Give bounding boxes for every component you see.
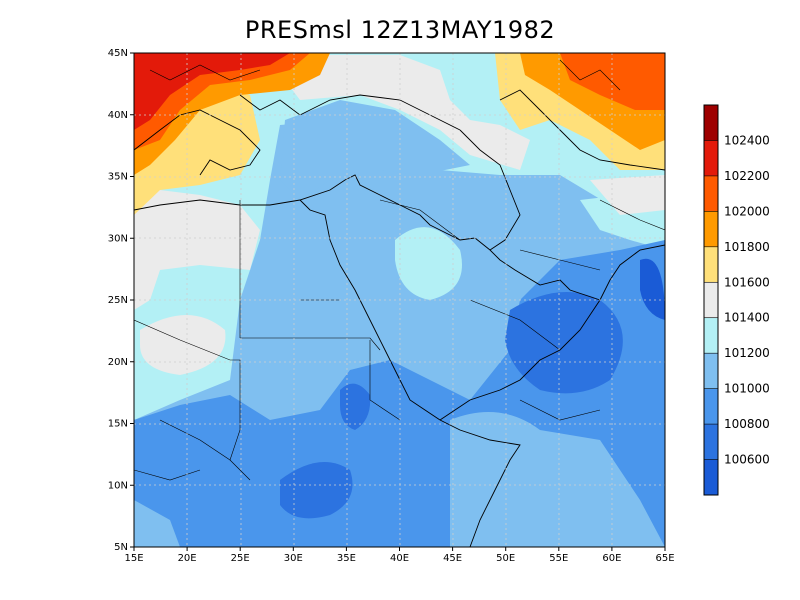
colorbar-swatch	[704, 459, 718, 495]
colorbar-swatch	[704, 353, 718, 389]
region-102000-east	[560, 53, 665, 110]
region-101400-ne	[590, 175, 665, 215]
x-tick-label: 40E	[390, 553, 409, 564]
y-tick-label: 35N	[108, 172, 128, 183]
region-101200-arabia	[395, 227, 462, 300]
x-tick-label: 65E	[655, 553, 674, 564]
x-tick-label: 20E	[178, 553, 197, 564]
region-101000-med	[280, 100, 470, 200]
colorbar-label: 101200	[724, 346, 770, 360]
x-tick-label: 60E	[602, 553, 621, 564]
colorbar-label: 101000	[724, 382, 770, 396]
x-tick-label: 45E	[443, 553, 462, 564]
region-100600-arabian-sea	[640, 258, 665, 320]
y-tick-label: 30N	[108, 233, 128, 244]
colorbar-label: 100800	[724, 417, 770, 431]
x-tick-label: 55E	[549, 553, 568, 564]
region-100600-sudan	[340, 383, 371, 430]
region-102200	[134, 53, 290, 130]
region-101000-tail	[134, 500, 180, 547]
coastlines	[134, 89, 665, 547]
x-tick-label: 15E	[124, 553, 143, 564]
colorbar-swatch	[704, 140, 718, 176]
region-100600-ethiopia	[280, 462, 353, 519]
x-tick-label: 35E	[337, 553, 356, 564]
region-101400-libya	[140, 315, 226, 375]
colorbar: 102400 102200 102000 101800 101600 101400 1012…	[703, 104, 770, 496]
y-tick-label: 25N	[108, 295, 128, 306]
y-tick-label: 5N	[114, 542, 128, 553]
region-101400-north	[270, 55, 530, 170]
y-tick-label: 20N	[108, 357, 128, 368]
y-axis-ticks: 5N 10N 15N 20N 25N 30N 35N 40N 45N	[108, 48, 134, 553]
colorbar-swatch	[704, 175, 718, 212]
colorbar-label: 101600	[724, 275, 770, 289]
colorbar-label: 101800	[724, 240, 770, 254]
y-tick-label: 45N	[108, 48, 128, 59]
colorbar-label: 100600	[724, 453, 770, 467]
colorbar-label: 101400	[724, 311, 770, 325]
colorbar-label: 102200	[724, 169, 770, 183]
x-tick-label: 30E	[284, 553, 303, 564]
region-101200-west	[134, 53, 665, 420]
colorbar-label: 102400	[724, 133, 770, 147]
x-axis-ticks: 15E 20E 25E 30E 35E 40E 45E 50E 55E 60E 65E	[124, 547, 675, 564]
y-tick-label: 10N	[108, 480, 128, 491]
y-tick-label: 40N	[108, 110, 128, 121]
political-borders	[134, 59, 665, 481]
colorbar-swatch	[704, 424, 718, 460]
colorbar-swatch	[704, 105, 718, 141]
region-101400	[134, 175, 260, 310]
y-tick-label: 15N	[108, 419, 128, 430]
colorbar-swatch	[704, 282, 718, 318]
colorbar-label: 102000	[724, 204, 770, 218]
colorbar-swatch	[704, 317, 718, 354]
x-tick-label: 50E	[496, 553, 515, 564]
x-tick-label: 25E	[231, 553, 250, 564]
region-100600-oman	[505, 292, 623, 394]
colorbar-swatch	[704, 211, 718, 247]
grid-lines	[134, 53, 665, 547]
colorbar-swatch	[704, 246, 718, 283]
chart-title: PRESmsl 12Z13MAY1982	[244, 16, 556, 44]
colorbar-frame	[703, 104, 719, 496]
colorbar-swatch	[704, 388, 718, 425]
region-101000-east-africa	[450, 412, 665, 547]
